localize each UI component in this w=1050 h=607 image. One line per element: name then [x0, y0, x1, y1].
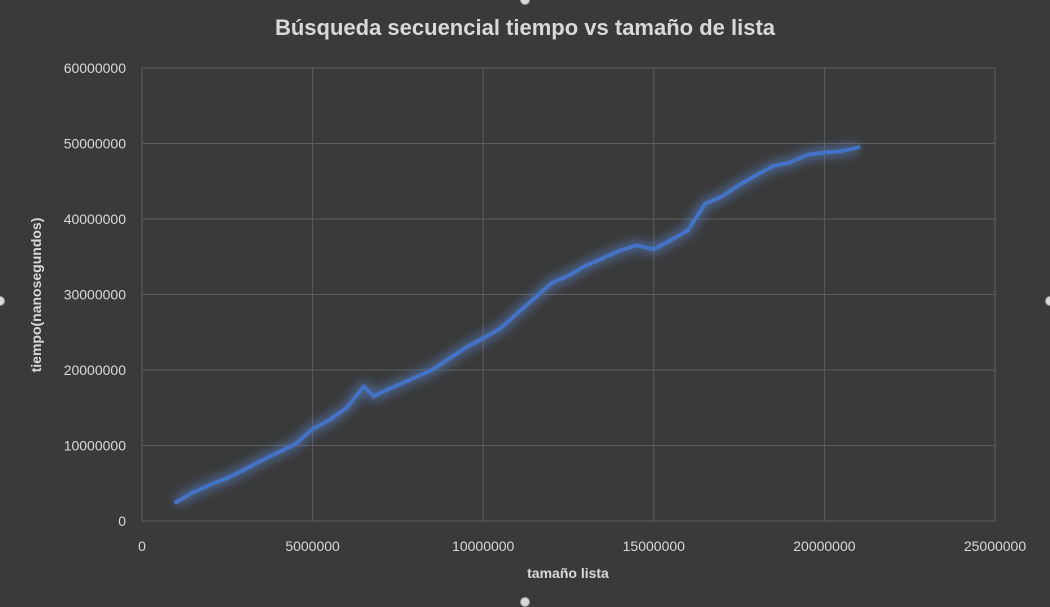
x-axis-label: tamaño lista: [527, 565, 609, 581]
data-point: [293, 441, 298, 446]
data-point: [583, 263, 588, 268]
data-point: [378, 390, 383, 395]
x-tick-label: 10000000: [452, 538, 515, 554]
data-point: [276, 450, 281, 455]
y-tick-label: 40000000: [64, 211, 127, 227]
data-point: [685, 228, 690, 233]
data-point: [498, 326, 503, 331]
tick-labels: 0 10000000 20000000 30000000 40000000 5000000…: [64, 60, 1027, 554]
y-axis-label: tiempo(nanosegundos): [28, 218, 44, 373]
y-tick-label: 0: [118, 513, 126, 529]
data-point: [754, 173, 759, 178]
x-tick-label: 0: [138, 538, 146, 554]
series-glow: [173, 142, 860, 507]
data-point: [430, 368, 435, 372]
data-point: [805, 152, 810, 157]
data-point: [788, 160, 793, 165]
data-point: [737, 183, 742, 188]
data-point: [668, 238, 673, 243]
x-tick-label: 20000000: [793, 538, 856, 554]
x-tick-label: 15000000: [623, 538, 686, 554]
data-point: [372, 394, 377, 399]
data-point: [327, 417, 332, 422]
data-point: [702, 201, 707, 206]
data-point: [532, 296, 537, 301]
data-point: [361, 384, 366, 389]
data-point: [310, 426, 315, 431]
data-point: [600, 256, 605, 261]
data-point: [617, 248, 622, 253]
plot-area: [173, 142, 861, 507]
data-point: [481, 336, 486, 341]
y-tick-label: 20000000: [64, 362, 127, 378]
data-point: [242, 467, 247, 472]
data-point: [344, 405, 349, 410]
y-tick-label: 50000000: [64, 136, 127, 152]
data-point: [225, 475, 230, 480]
chart-title: Búsqueda secuencial tiempo vs tamaño de …: [275, 15, 776, 40]
data-point: [720, 194, 725, 199]
data-point: [191, 490, 196, 495]
data-point: [464, 345, 469, 350]
data-point: [566, 273, 571, 278]
y-tick-label: 60000000: [64, 60, 127, 76]
y-tick-label: 10000000: [64, 438, 127, 454]
resize-handle-bottom[interactable]: [520, 597, 530, 607]
data-point: [822, 150, 827, 155]
data-point: [515, 311, 520, 316]
data-point: [771, 164, 776, 169]
data-point: [412, 375, 417, 380]
data-point: [549, 281, 554, 286]
x-tick-label: 25000000: [964, 538, 1027, 554]
data-point: [395, 383, 400, 388]
series-line: [174, 145, 861, 505]
data-point: [651, 247, 656, 252]
data-point: [856, 145, 861, 150]
x-tick-label: 5000000: [285, 538, 340, 554]
data-point: [208, 482, 213, 487]
data-point: [839, 149, 844, 154]
data-point: [174, 500, 179, 505]
data-point: [447, 356, 452, 361]
data-point: [259, 458, 264, 463]
data-point: [634, 243, 639, 248]
y-tick-label: 30000000: [64, 287, 127, 303]
resize-handle-right[interactable]: [1045, 296, 1050, 306]
